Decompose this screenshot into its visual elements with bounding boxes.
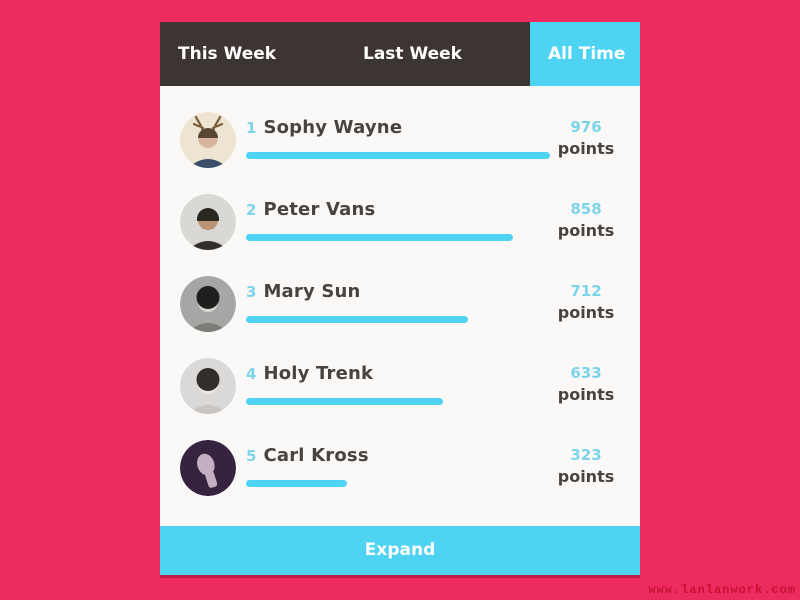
points-value: 712 bbox=[570, 282, 602, 300]
rank-number: 4 bbox=[246, 365, 257, 383]
player-info: 4 Holy Trenk bbox=[246, 358, 550, 405]
progress-bar-track bbox=[246, 234, 550, 241]
player-name-line: 4 Holy Trenk bbox=[246, 363, 550, 385]
player-name: Sophy Wayne bbox=[263, 117, 403, 138]
points-value: 323 bbox=[570, 446, 602, 464]
tab-last-week[interactable]: Last Week bbox=[363, 44, 462, 64]
leaderboard-row: 1 Sophy Wayne 976 points bbox=[180, 112, 622, 168]
leaderboard-row: 3 Mary Sun 712 points bbox=[180, 276, 622, 332]
tab-bar: This Week Last Week All Time bbox=[160, 22, 640, 86]
player-list: 1 Sophy Wayne 976 points bbox=[160, 86, 640, 526]
player-info: 1 Sophy Wayne bbox=[246, 112, 550, 159]
points-block: 712 points bbox=[550, 276, 622, 324]
player-name: Carl Kross bbox=[263, 445, 369, 466]
progress-bar-track bbox=[246, 152, 550, 159]
rank-number: 3 bbox=[246, 283, 257, 301]
player-name-line: 1 Sophy Wayne bbox=[246, 117, 550, 139]
progress-bar bbox=[246, 316, 468, 323]
avatar-image-icon bbox=[180, 276, 236, 332]
expand-button[interactable]: Expand bbox=[160, 526, 640, 575]
leaderboard-card: This Week Last Week All Time bbox=[160, 22, 640, 575]
points-block: 858 points bbox=[550, 194, 622, 242]
points-block: 633 points bbox=[550, 358, 622, 406]
player-info: 2 Peter Vans bbox=[246, 194, 550, 241]
tab-this-week[interactable]: This Week bbox=[178, 44, 277, 64]
points-value: 976 bbox=[570, 118, 602, 136]
tab-all-time[interactable]: All Time bbox=[530, 22, 640, 86]
avatar-image-icon bbox=[180, 112, 236, 168]
player-info: 3 Mary Sun bbox=[246, 276, 550, 323]
progress-bar-track bbox=[246, 398, 550, 405]
avatar bbox=[180, 112, 236, 168]
points-label: points bbox=[557, 139, 615, 158]
progress-bar bbox=[246, 398, 444, 405]
player-name: Mary Sun bbox=[263, 281, 361, 302]
points-block: 976 points bbox=[550, 112, 622, 160]
avatar-image-icon bbox=[180, 358, 236, 414]
progress-bar bbox=[246, 480, 347, 487]
points-label: points bbox=[557, 303, 615, 322]
player-name: Peter Vans bbox=[263, 199, 376, 220]
player-info: 5 Carl Kross bbox=[246, 440, 550, 487]
avatar bbox=[180, 276, 236, 332]
leaderboard-row: 2 Peter Vans 858 points bbox=[180, 194, 622, 250]
player-name-line: 2 Peter Vans bbox=[246, 199, 550, 221]
leaderboard-row: 4 Holy Trenk 633 points bbox=[180, 358, 622, 414]
points-label: points bbox=[557, 467, 615, 486]
avatar-image-icon bbox=[180, 194, 236, 250]
points-block: 323 points bbox=[550, 440, 622, 488]
progress-bar bbox=[246, 152, 550, 159]
points-value: 633 bbox=[570, 364, 602, 382]
player-name-line: 5 Carl Kross bbox=[246, 445, 550, 467]
rank-number: 2 bbox=[246, 201, 257, 219]
avatar-image-icon bbox=[180, 440, 236, 496]
player-name-line: 3 Mary Sun bbox=[246, 281, 550, 303]
points-label: points bbox=[557, 221, 615, 240]
avatar bbox=[180, 358, 236, 414]
avatar bbox=[180, 440, 236, 496]
progress-bar bbox=[246, 234, 514, 241]
points-label: points bbox=[557, 385, 615, 404]
avatar bbox=[180, 194, 236, 250]
player-name: Holy Trenk bbox=[263, 363, 374, 384]
progress-bar-track bbox=[246, 316, 550, 323]
rank-number: 5 bbox=[246, 447, 257, 465]
progress-bar-track bbox=[246, 480, 550, 487]
rank-number: 1 bbox=[246, 119, 257, 137]
watermark: www.lanlanwork.com bbox=[648, 583, 796, 597]
points-value: 858 bbox=[570, 200, 602, 218]
leaderboard-row: 5 Carl Kross 323 points bbox=[180, 440, 622, 496]
